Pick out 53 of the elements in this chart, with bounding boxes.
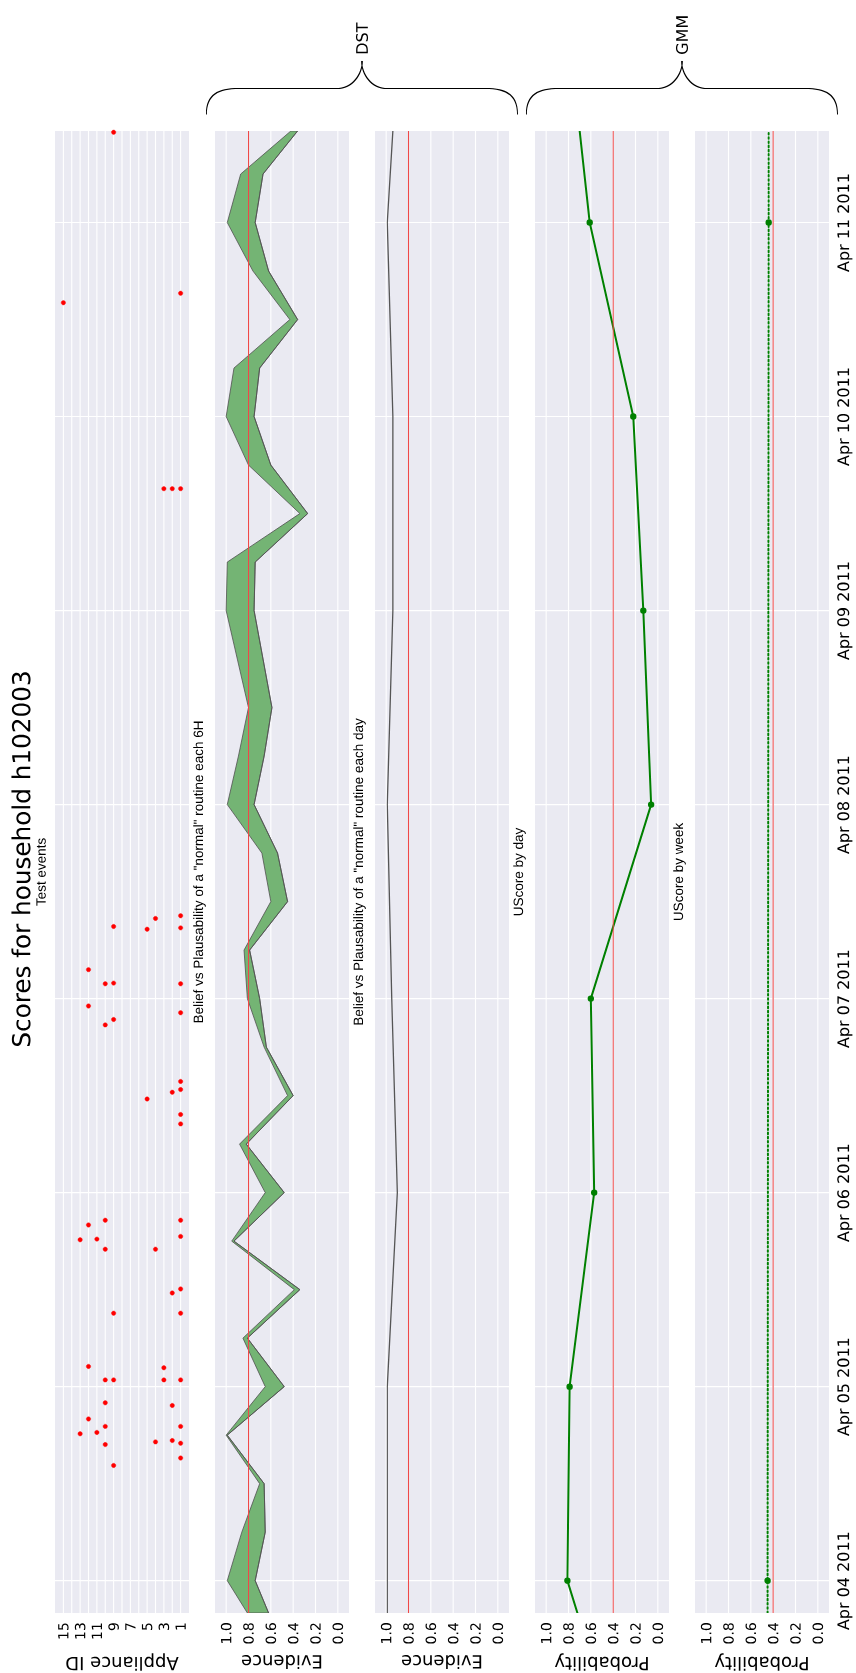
y-tick-label: Apr 07 2011	[837, 950, 853, 1048]
x-tick-label: 0.2	[790, 1623, 801, 1644]
x-tick-label: 1.0	[540, 1623, 552, 1643]
x-axis-title: Evidence	[241, 1655, 322, 1669]
x-tick-label: 0.6	[745, 1623, 757, 1644]
x-tick-label: 0.0	[812, 1623, 824, 1644]
x-tick-label: 7	[125, 1623, 136, 1630]
x-tick-label: 0.0	[652, 1623, 664, 1644]
text: UScore by week	[673, 822, 686, 921]
y-tick-label: Apr 11 2011	[837, 174, 853, 272]
x-tick-label: 0.8	[563, 1623, 574, 1644]
x-axis-title: Appliance ID	[66, 1653, 179, 1671]
x-tick-label: 15	[58, 1623, 69, 1639]
x-tick-label: 0.2	[630, 1623, 641, 1644]
x-tick-label: 0.2	[310, 1623, 321, 1644]
x-tick-label: 13	[74, 1623, 86, 1639]
text: Scores for household h102003	[11, 672, 31, 1047]
x-tick-label: 0.4	[287, 1622, 299, 1644]
x-tick-label: 0.8	[403, 1623, 414, 1644]
x-tick-label: 0.6	[265, 1623, 277, 1644]
x-tick-label: 1.0	[220, 1623, 232, 1643]
text: Belief vs Plausability of a "normal" routine each day	[353, 718, 366, 1025]
y-tick-label: Apr 04 2011	[837, 1532, 853, 1630]
text: GMM	[675, 16, 689, 54]
x-axis-title: Probability	[714, 1653, 808, 1671]
y-tick-label: Apr 08 2011	[837, 756, 853, 854]
x-tick-label: 1	[175, 1623, 186, 1630]
x-axis-title: Probability	[554, 1653, 648, 1671]
x-tick-label: 11	[91, 1623, 102, 1639]
x-tick-label: 0.0	[332, 1623, 344, 1644]
x-tick-label: 0.8	[723, 1623, 734, 1644]
x-tick-label: 0.6	[425, 1623, 437, 1644]
x-tick-label: 0.4	[607, 1622, 619, 1644]
text: DST	[355, 22, 369, 54]
x-tick-label: 1.0	[380, 1623, 392, 1643]
x-tick-label: 1.0	[700, 1623, 712, 1643]
x-tick-label: 0.6	[585, 1623, 597, 1644]
y-tick-label: Apr 10 2011	[837, 368, 853, 466]
y-tick-label: Apr 05 2011	[837, 1338, 853, 1436]
x-tick-label: 0.4	[767, 1622, 779, 1644]
x-tick-label: 3	[158, 1623, 170, 1631]
x-tick-label: 0.8	[243, 1623, 254, 1644]
x-tick-label: 0.0	[492, 1623, 504, 1644]
text: UScore by day	[513, 827, 526, 916]
x-tick-label: 9	[108, 1623, 119, 1631]
x-tick-label: 0.2	[470, 1623, 481, 1644]
text: Belief vs Plausability of a "normal" routine each 6H	[193, 721, 206, 1023]
text: Test events	[36, 838, 46, 906]
y-tick-label: Apr 06 2011	[837, 1144, 853, 1242]
y-tick-label: Apr 09 2011	[837, 562, 853, 660]
x-axis-title: Evidence	[401, 1655, 482, 1669]
x-tick-label: 5	[141, 1623, 153, 1631]
x-tick-label: 0.4	[447, 1622, 459, 1644]
